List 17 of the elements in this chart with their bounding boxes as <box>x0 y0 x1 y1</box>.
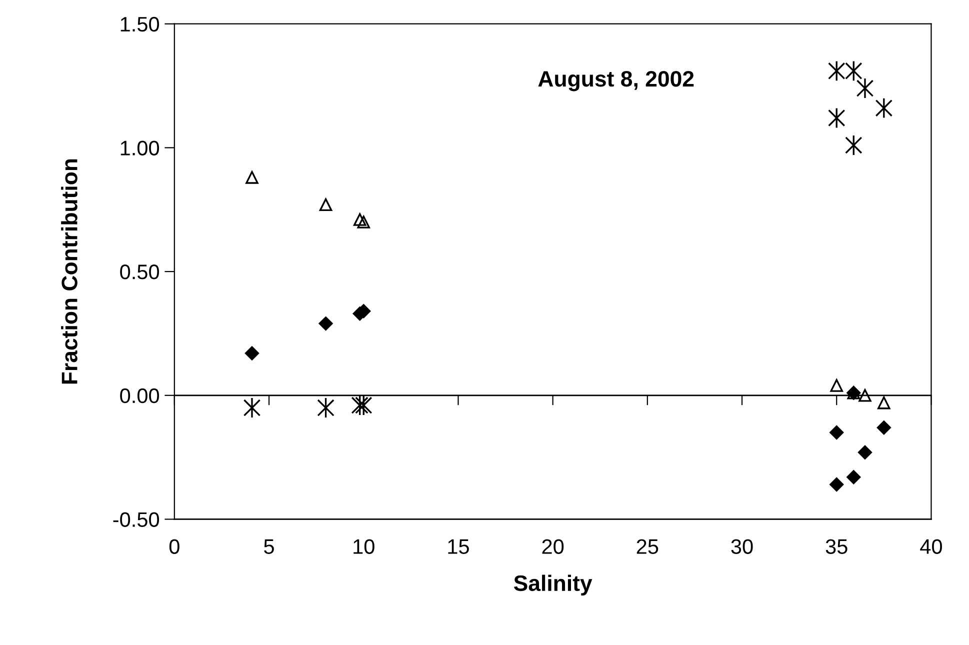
x-tick-label: 0 <box>169 539 180 554</box>
y-tick-label: 0.50 <box>120 264 160 280</box>
y-tick-label: 1.50 <box>120 16 160 32</box>
annotation: August 8, 2002 <box>538 70 694 92</box>
x-tick-label: 5 <box>264 539 274 554</box>
x-tick-label: 10 <box>354 539 374 554</box>
x-tick-label: 35 <box>826 539 848 554</box>
x-tick-label: 25 <box>636 539 658 554</box>
y-axis-title: Fraction Contribution <box>61 159 78 384</box>
x-axis-title: Salinity <box>514 574 592 596</box>
y-tick-label: 1.00 <box>120 140 160 156</box>
x-tick-label: 30 <box>731 539 753 554</box>
y-tick-label: 0.00 <box>120 388 160 404</box>
x-tick-label: 40 <box>920 539 942 554</box>
x-tick-label: 20 <box>542 539 564 554</box>
y-tick-label: -0.50 <box>113 512 160 527</box>
x-tick-label: 15 <box>448 539 469 554</box>
